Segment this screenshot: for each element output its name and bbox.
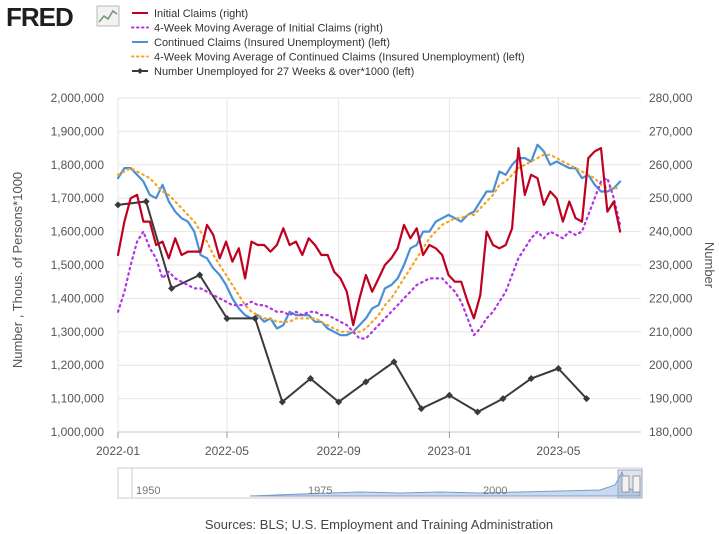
x-axis: 2022-01 2022-05 2022-09 2023-01 2023-05: [96, 431, 641, 458]
y-tick-left: 1,700,000: [51, 191, 105, 205]
y-tick-right: 250,000: [649, 191, 693, 205]
x-tick-label: 2023-01: [427, 444, 471, 458]
y-tick-left: 1,800,000: [51, 158, 105, 172]
legend-label-3: Continued Claims (Insured Unemployment) …: [154, 37, 390, 49]
series-unemployed-27-weeks-marker: [223, 314, 231, 322]
legend-marker: [137, 68, 143, 74]
series-unemployed-27-weeks: [117, 200, 588, 413]
series-unemployed-27-weeks-marker: [554, 365, 562, 373]
series-unemployed-27-weeks-marker: [474, 408, 482, 416]
series-4wk-ma-initial-claims: [116, 177, 622, 340]
series-unemployed-27-weeks-marker: [142, 198, 150, 206]
y-tick-right: 230,000: [649, 258, 693, 272]
series-unemployed-27-weeks-marker: [583, 395, 591, 403]
x-tick-label: 2022-01: [96, 444, 140, 458]
legend-label-2: 4-Week Moving Average of Initial Claims …: [154, 23, 383, 35]
series-unemployed-27-weeks-marker: [335, 398, 343, 406]
navigator-label-1975: 1975: [308, 485, 332, 497]
navigator-label-2000: 2000: [483, 485, 507, 497]
navigator-handle-right[interactable]: [632, 475, 641, 493]
x-tick-label: 2022-09: [317, 444, 361, 458]
navigator-handle-left[interactable]: [621, 475, 630, 493]
series-unemployed-27-weeks-marker: [362, 378, 370, 386]
y-tick-left: 2,000,000: [51, 91, 105, 105]
series-unemployed-27-weeks-marker: [114, 201, 122, 209]
series-unemployed-27-weeks-marker: [499, 395, 507, 403]
navigator-label-1950: 1950: [136, 485, 160, 497]
y-tick-right: 220,000: [649, 291, 693, 305]
y-tick-right: 260,000: [649, 158, 693, 172]
fred-logo-text: FRED: [6, 2, 73, 32]
y-axis-title-left: Number , Thous. of Persons*1000: [10, 172, 25, 368]
y-tick-left: 1,300,000: [51, 325, 105, 339]
fred-chart-icon: [96, 5, 120, 27]
series-unemployed-27-weeks-marker: [251, 314, 259, 322]
y-tick-left: 1,400,000: [51, 291, 105, 305]
series-unemployed-27-weeks-marker: [527, 375, 535, 383]
gridlines: [117, 97, 641, 433]
legend-label-5: Number Unemployed for 27 Weeks & over*10…: [154, 66, 414, 78]
series-unemployed-27-weeks-marker: [196, 271, 204, 279]
y-tick-right: 270,000: [649, 124, 693, 138]
x-tick-label: 2022-05: [205, 444, 249, 458]
y-tick-right: 200,000: [649, 358, 693, 372]
legend-label-4: 4-Week Moving Average of Continued Claim…: [154, 52, 525, 64]
series-4wk-ma-continued-claims: [116, 153, 622, 333]
series-unemployed-27-weeks-marker: [306, 375, 314, 383]
y-tick-left: 1,200,000: [51, 358, 105, 372]
fred-logo[interactable]: FRED: [6, 2, 120, 32]
y-tick-right: 180,000: [649, 425, 693, 439]
navigator[interactable]: 1950 1975 2000: [117, 467, 643, 499]
x-tick-label: 2023-05: [536, 444, 580, 458]
legend-label-1: Initial Claims (right): [154, 8, 248, 20]
series-unemployed-27-weeks-marker: [278, 398, 286, 406]
y-tick-right: 210,000: [649, 325, 693, 339]
series-unemployed-27-weeks-marker: [390, 358, 398, 366]
y-tick-left: 1,500,000: [51, 258, 105, 272]
y-tick-left: 1,900,000: [51, 124, 105, 138]
y-tick-right: 280,000: [649, 91, 693, 105]
y-tick-left: 1,100,000: [51, 392, 105, 406]
series-unemployed-27-weeks-marker: [168, 284, 176, 292]
series-continued-claims: [116, 143, 622, 337]
series-unemployed-27-weeks-marker: [445, 391, 453, 399]
y-axis-title-right: Number: [702, 242, 717, 289]
y-tick-left: 1,000,000: [51, 425, 105, 439]
legend: Initial Claims (right) 4-Week Moving Aver…: [131, 8, 525, 78]
series-unemployed-27-weeks-marker: [417, 405, 425, 413]
series-layer: [114, 143, 622, 416]
y-tick-right: 240,000: [649, 225, 693, 239]
left-axis: 1,000,000 1,100,000 1,200,000 1,300,000 1,40…: [51, 91, 105, 439]
y-tick-left: 1,600,000: [51, 225, 105, 239]
right-axis: 180,000 190,000 200,000 210,000 220,000 230,0…: [649, 91, 693, 439]
series-initial-claims: [116, 147, 622, 327]
y-tick-right: 190,000: [649, 392, 693, 406]
source-text: Sources: BLS; U.S. Employment and Traini…: [205, 517, 553, 532]
